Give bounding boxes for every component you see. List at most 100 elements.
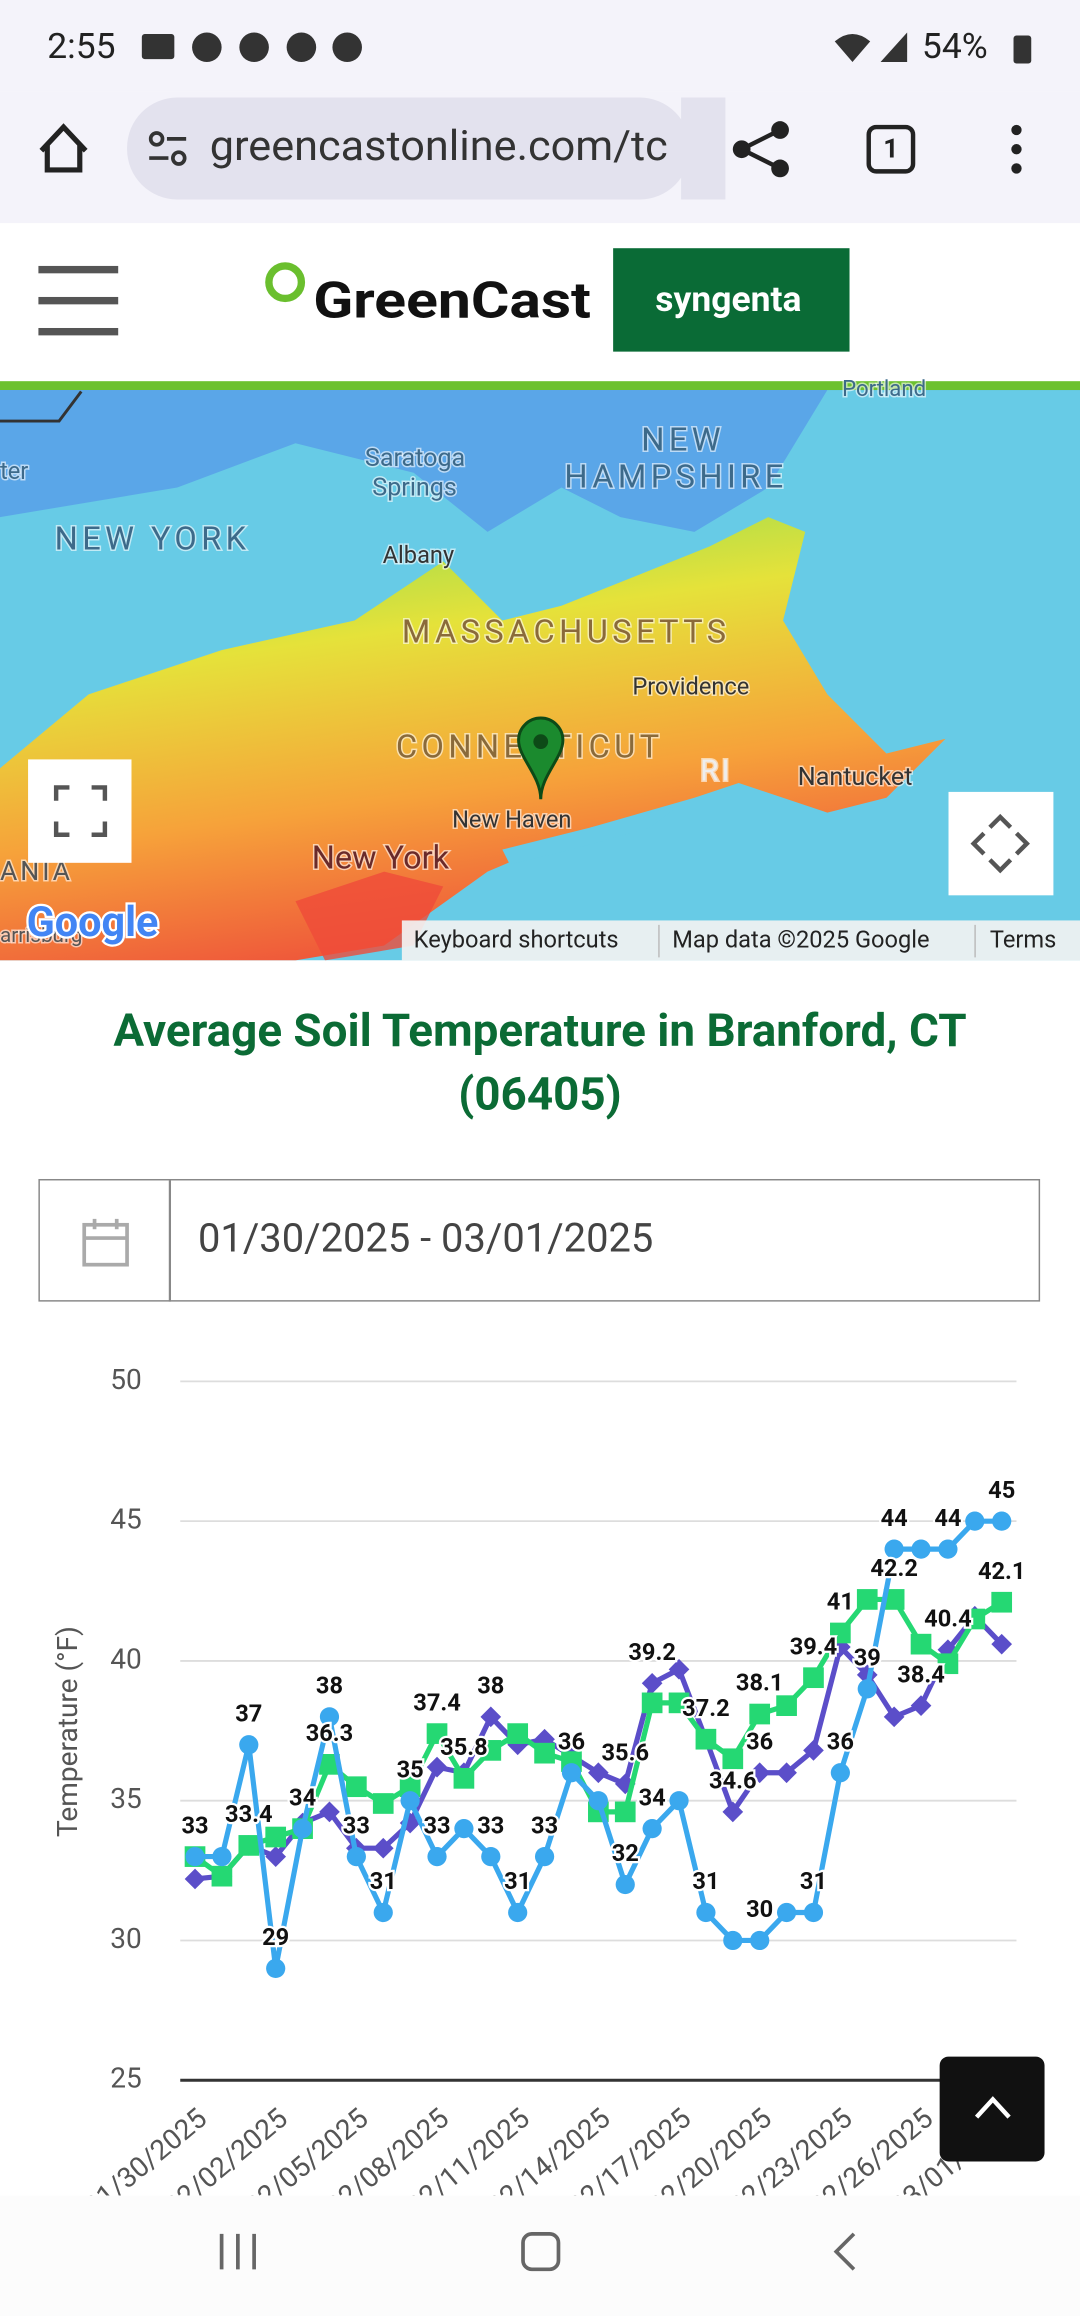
data-label: 36.3 — [306, 1719, 354, 1747]
url: greencastonline.com/tc — [210, 123, 668, 171]
marker — [372, 1793, 394, 1814]
marker — [507, 1723, 529, 1744]
clock: 2:55 — [47, 25, 115, 67]
menu-button[interactable] — [1011, 124, 1022, 174]
data-label: 40.4 — [924, 1604, 972, 1632]
marker — [265, 1846, 287, 1867]
logo-mark — [265, 262, 306, 303]
site-info-icon[interactable] — [148, 131, 187, 166]
data-label: 38.1 — [736, 1669, 784, 1697]
marker — [534, 1846, 555, 1867]
data-label: 37.2 — [682, 1694, 730, 1722]
marker — [211, 1865, 233, 1887]
data-label: 35.8 — [440, 1733, 488, 1761]
marker — [749, 1703, 771, 1725]
attribution-bar — [401, 920, 1080, 961]
nav-buttons[interactable] — [219, 2232, 856, 2272]
data-label: 39 — [854, 1644, 881, 1672]
map-label: Albany — [383, 541, 455, 569]
marker — [991, 1591, 1013, 1613]
marker — [319, 1801, 340, 1823]
data-label: 45 — [988, 1476, 1015, 1504]
marker — [668, 1658, 690, 1680]
marker — [265, 1826, 287, 1848]
attribution[interactable]: Keyboard shortcuts — [414, 925, 619, 953]
marker — [508, 1902, 528, 1923]
map-label: NEW YORK — [55, 519, 251, 557]
date-range: 01/30/2025 - 03/01/2025 — [197, 1214, 654, 1262]
data-label: 39.4 — [790, 1632, 838, 1660]
chevron-up — [974, 2096, 1011, 2119]
tab-count: 1 — [883, 134, 898, 165]
data-label: 33 — [343, 1811, 370, 1839]
tabs-button[interactable] — [866, 124, 916, 174]
header-stripe — [0, 381, 1080, 392]
marker — [400, 1791, 420, 1811]
home-button[interactable] — [39, 123, 88, 173]
marker — [588, 1791, 608, 1811]
map-control-button[interactable] — [948, 791, 1054, 896]
data-label: 32 — [612, 1839, 639, 1867]
marker — [453, 1767, 475, 1789]
share-button[interactable] — [732, 121, 789, 178]
marker — [668, 1692, 690, 1714]
location-pin[interactable] — [517, 716, 565, 800]
calendar-icon[interactable] — [82, 1218, 129, 1267]
marker — [910, 1633, 932, 1655]
page-title: Average Soil Temperature in Branford, CT… — [113, 1003, 967, 1122]
marker — [803, 1740, 824, 1761]
url-fade — [681, 97, 726, 200]
marker — [722, 1748, 744, 1770]
marker — [561, 1763, 582, 1783]
marker — [480, 1706, 502, 1728]
data-label: 33 — [477, 1811, 504, 1839]
marker — [669, 1791, 689, 1811]
map-label: Nantucket — [798, 763, 913, 792]
map-label: HAMPSHIRE — [564, 457, 787, 495]
back-to-top-button[interactable] — [939, 2056, 1045, 2162]
hamburger-menu[interactable] — [38, 265, 119, 336]
map — [0, 390, 1080, 961]
map-label: MASSACHUSETTS — [402, 612, 731, 650]
data-label: 35 — [397, 1755, 424, 1783]
marker — [910, 1695, 932, 1716]
marker — [184, 1868, 206, 1890]
fullscreen-button[interactable] — [28, 759, 132, 863]
data-label: 36 — [827, 1727, 854, 1755]
marker — [454, 1819, 474, 1839]
data-label: 31 — [370, 1867, 397, 1895]
data-label: 42.2 — [870, 1554, 918, 1582]
data-label: 34 — [639, 1783, 666, 1811]
marker — [372, 1837, 394, 1859]
marker — [292, 1819, 313, 1839]
marker — [695, 1728, 717, 1750]
url-field[interactable] — [127, 97, 690, 200]
date-range-picker[interactable] — [38, 1178, 1041, 1302]
status-icons — [141, 32, 1032, 64]
battery: 54% — [922, 25, 988, 67]
data-label: 38 — [477, 1672, 504, 1700]
partner-logo — [613, 248, 850, 352]
google-logo: Google — [27, 899, 159, 947]
marker — [696, 1902, 716, 1923]
data-label: 36 — [558, 1727, 585, 1755]
data-label: 35.6 — [601, 1739, 649, 1767]
marker — [641, 1692, 663, 1714]
data-label: 41 — [827, 1588, 854, 1616]
y-tick-label: 50 — [110, 1363, 142, 1396]
data-label: 30 — [746, 1895, 773, 1923]
data-label: 31 — [692, 1867, 719, 1895]
data-label: 34 — [289, 1783, 316, 1811]
attribution[interactable]: Terms — [990, 925, 1056, 953]
map-label: ter — [0, 457, 28, 485]
map-cold — [0, 390, 828, 532]
map-label: NEW — [641, 420, 725, 458]
map-label: arrisburg — [0, 924, 82, 948]
marker — [776, 1695, 797, 1716]
marker — [426, 1723, 448, 1744]
marker — [212, 1846, 232, 1867]
map-border — [0, 390, 83, 423]
marker — [992, 1511, 1012, 1531]
